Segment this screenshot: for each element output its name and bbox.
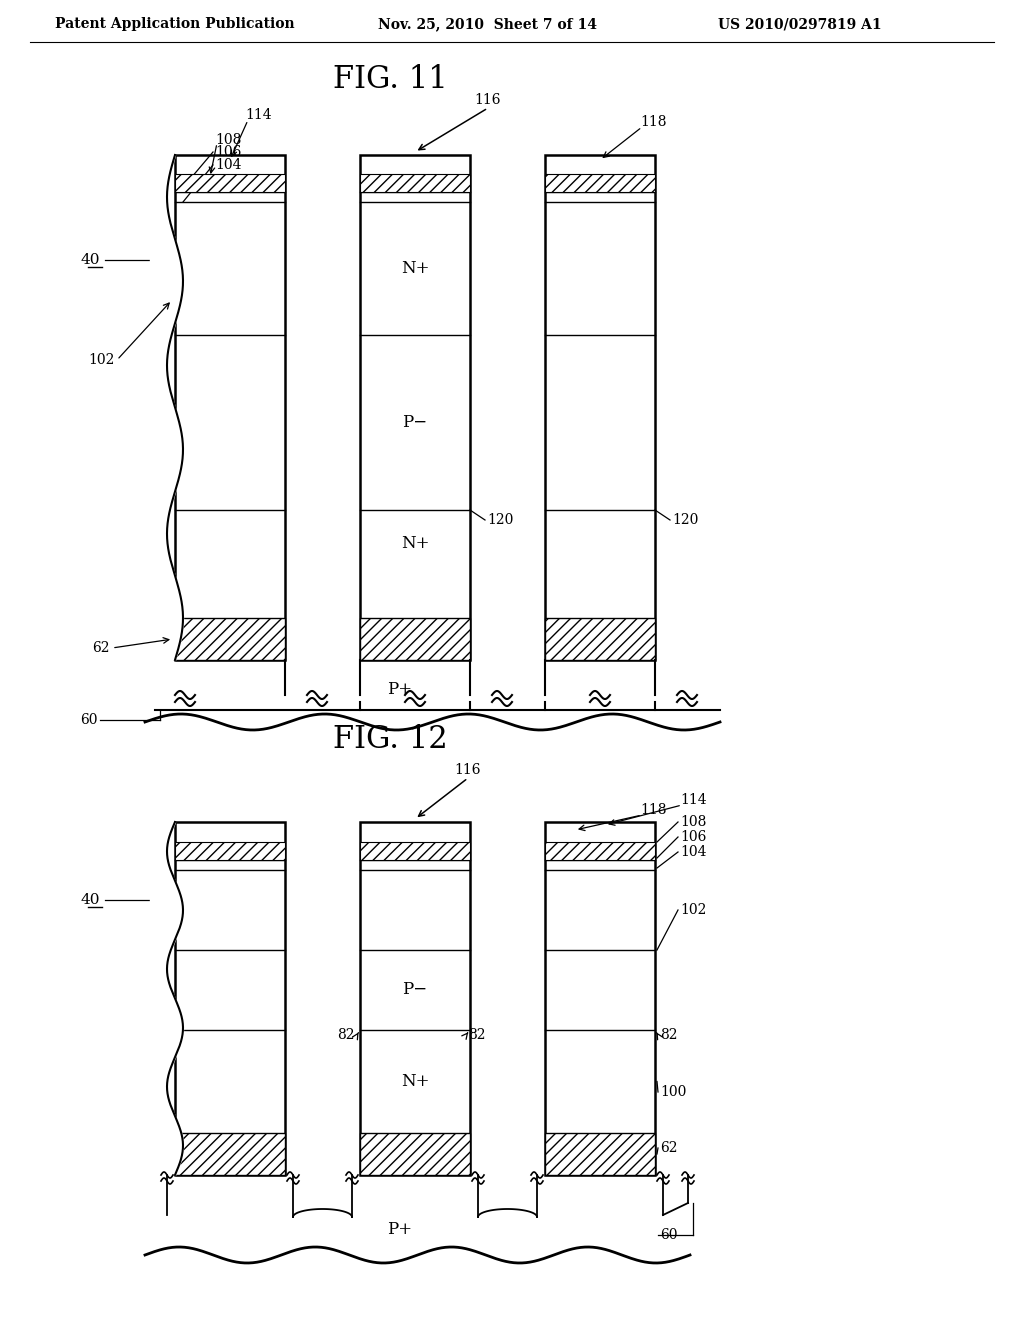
- Text: N+: N+: [400, 260, 429, 277]
- Text: 40: 40: [81, 894, 100, 907]
- Text: 116: 116: [455, 763, 481, 777]
- Text: FIG. 12: FIG. 12: [333, 725, 447, 755]
- Text: 102: 102: [89, 352, 115, 367]
- Text: P−: P−: [402, 982, 428, 998]
- Text: 40: 40: [81, 253, 100, 267]
- Text: 62: 62: [92, 642, 110, 655]
- Text: 108: 108: [215, 133, 242, 147]
- Text: 82: 82: [660, 1028, 678, 1041]
- Bar: [545, 154, 655, 660]
- Bar: [175, 618, 285, 660]
- Text: 82: 82: [468, 1028, 485, 1041]
- Text: 104: 104: [680, 845, 707, 859]
- Text: P+: P+: [387, 1221, 413, 1238]
- Bar: [360, 618, 470, 660]
- Bar: [360, 842, 470, 861]
- Text: Nov. 25, 2010  Sheet 7 of 14: Nov. 25, 2010 Sheet 7 of 14: [379, 17, 597, 30]
- Bar: [175, 1133, 285, 1175]
- Text: 116: 116: [475, 92, 502, 107]
- Bar: [545, 174, 655, 191]
- Bar: [360, 154, 470, 660]
- Text: 120: 120: [487, 513, 513, 527]
- Text: 82: 82: [338, 1028, 355, 1041]
- Text: 114: 114: [245, 108, 271, 121]
- Text: US 2010/0297819 A1: US 2010/0297819 A1: [718, 17, 882, 30]
- Text: Patent Application Publication: Patent Application Publication: [55, 17, 295, 30]
- Text: 62: 62: [660, 1140, 678, 1155]
- Bar: [545, 842, 655, 861]
- Text: 108: 108: [680, 814, 707, 829]
- Text: 102: 102: [680, 903, 707, 917]
- Bar: [360, 174, 470, 191]
- Text: 106: 106: [680, 830, 707, 843]
- Bar: [545, 618, 655, 660]
- Bar: [545, 822, 655, 1175]
- Text: P+: P+: [387, 681, 413, 698]
- Bar: [175, 842, 285, 861]
- Bar: [175, 154, 285, 660]
- Bar: [360, 1133, 470, 1175]
- Text: 118: 118: [640, 115, 667, 129]
- Text: 118: 118: [640, 803, 667, 817]
- Text: 60: 60: [81, 713, 98, 727]
- Bar: [360, 822, 470, 1175]
- Text: P−: P−: [402, 414, 428, 432]
- Bar: [175, 174, 285, 191]
- Text: N+: N+: [400, 1073, 429, 1090]
- Text: 104: 104: [215, 158, 242, 172]
- Bar: [545, 1133, 655, 1175]
- Text: 60: 60: [660, 1228, 678, 1242]
- Text: FIG. 11: FIG. 11: [333, 65, 447, 95]
- Text: 114: 114: [680, 793, 707, 807]
- Text: 106: 106: [215, 145, 242, 158]
- Text: 120: 120: [672, 513, 698, 527]
- Text: 100: 100: [660, 1085, 686, 1100]
- Bar: [175, 822, 285, 1175]
- Text: N+: N+: [400, 536, 429, 553]
